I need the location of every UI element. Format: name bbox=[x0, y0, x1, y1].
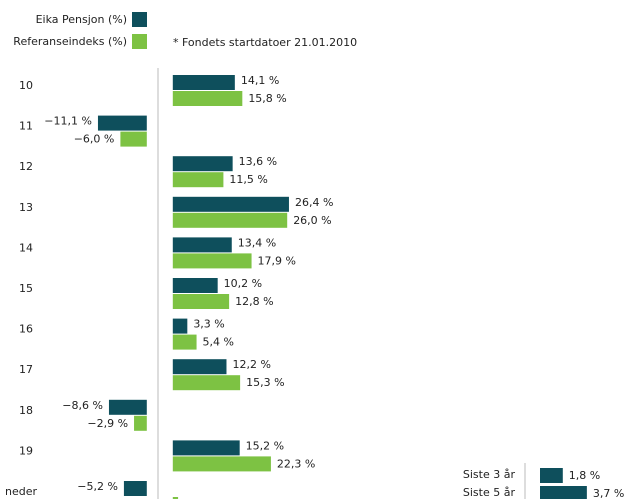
bar bbox=[540, 468, 563, 483]
bar bbox=[172, 75, 235, 90]
bar bbox=[108, 399, 147, 415]
category-label: 15 bbox=[19, 282, 33, 295]
value-label: 3,7 % bbox=[593, 487, 624, 499]
category-label: 11 bbox=[19, 120, 33, 133]
value-label: 11,5 % bbox=[229, 173, 267, 186]
bar bbox=[120, 131, 147, 147]
value-label: 14,1 % bbox=[241, 74, 279, 87]
category-label: 13 bbox=[19, 201, 33, 214]
bar bbox=[172, 91, 243, 106]
bar bbox=[172, 278, 218, 293]
value-label: 26,0 % bbox=[293, 214, 331, 227]
bar bbox=[172, 237, 232, 253]
value-label: 1,8 % bbox=[569, 469, 600, 482]
bar bbox=[97, 115, 147, 131]
category-label: 12 bbox=[19, 160, 33, 173]
bar bbox=[172, 440, 240, 456]
bar bbox=[172, 212, 288, 228]
value-label: 13,6 % bbox=[239, 155, 277, 168]
bar bbox=[172, 359, 227, 375]
category-label: neder bbox=[5, 485, 37, 498]
category-label: 10 bbox=[19, 79, 33, 92]
bar bbox=[172, 456, 271, 472]
bar bbox=[123, 481, 147, 496]
value-label: −6,0 % bbox=[74, 133, 115, 146]
value-label: 12,8 % bbox=[235, 295, 273, 308]
bar bbox=[172, 375, 241, 391]
category-label: 17 bbox=[19, 363, 33, 376]
value-label: −2,9 % bbox=[87, 417, 128, 430]
value-label: 13,4 % bbox=[238, 236, 276, 249]
bar bbox=[172, 318, 188, 334]
category-label: 14 bbox=[19, 241, 33, 254]
bar bbox=[172, 294, 230, 309]
category-label: 18 bbox=[19, 404, 33, 417]
summary-label: Siste 3 år bbox=[463, 468, 516, 481]
bar bbox=[172, 172, 224, 188]
bar bbox=[172, 253, 252, 269]
category-label: 19 bbox=[19, 444, 33, 457]
value-label: 10,2 % bbox=[224, 277, 262, 290]
value-label: −5,2 % bbox=[77, 480, 118, 493]
legend-swatch bbox=[132, 12, 147, 27]
bar bbox=[540, 486, 587, 499]
value-label: 22,3 % bbox=[277, 457, 315, 470]
value-label: −11,1 % bbox=[44, 115, 92, 128]
value-label: 15,2 % bbox=[246, 439, 284, 452]
value-label: 3,3 % bbox=[193, 318, 224, 331]
value-label: −8,6 % bbox=[62, 399, 103, 412]
bar bbox=[172, 497, 179, 499]
value-label: 17,9 % bbox=[258, 254, 296, 267]
legend-label: Eika Pensjon (%) bbox=[36, 13, 127, 26]
value-label: 15,8 % bbox=[248, 92, 286, 105]
value-label: 12,2 % bbox=[232, 358, 270, 371]
bar bbox=[172, 334, 197, 350]
bar bbox=[172, 156, 233, 172]
legend-label: Referanseindeks (%) bbox=[13, 35, 127, 48]
note: * Fondets startdatoer 21.01.2010 bbox=[173, 36, 357, 49]
category-label: 16 bbox=[19, 323, 33, 336]
value-label: 15,3 % bbox=[246, 376, 284, 389]
bar bbox=[172, 196, 289, 212]
bar bbox=[134, 415, 147, 431]
summary-label: Siste 5 år bbox=[463, 486, 516, 499]
legend-swatch bbox=[132, 34, 147, 49]
value-label: 5,4 % bbox=[203, 336, 234, 349]
value-label: 26,4 % bbox=[295, 196, 333, 209]
